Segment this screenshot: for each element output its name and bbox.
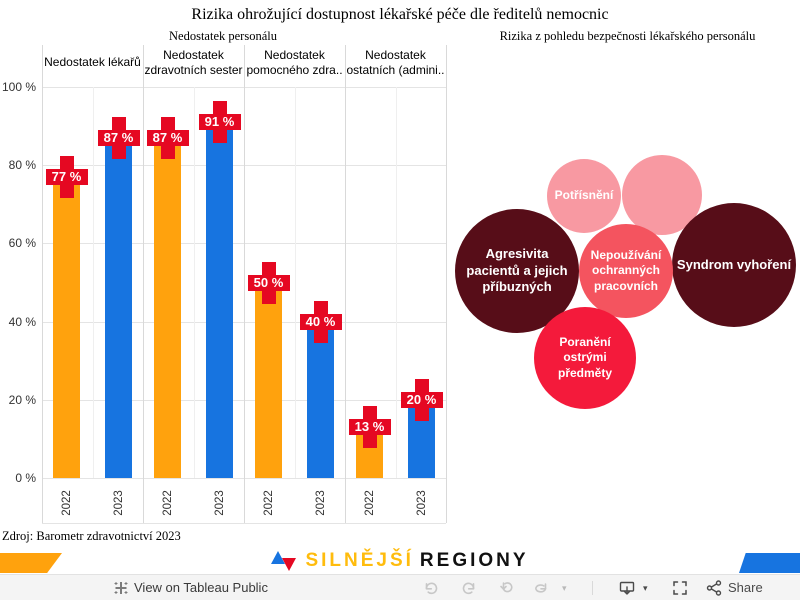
value-label-cross: 13 % xyxy=(348,406,391,449)
view-on-tableau-public-button[interactable]: View on Tableau Public xyxy=(134,580,268,595)
revert-icon[interactable] xyxy=(498,579,516,597)
column-divider xyxy=(446,45,447,523)
fullscreen-icon[interactable] xyxy=(671,579,689,597)
refresh-icon[interactable] xyxy=(532,579,550,597)
column-header[interactable]: Nedostatek ostatních (admini.. xyxy=(345,45,446,80)
value-label: 87 % xyxy=(146,129,189,146)
column-header-line: zdravotních sester xyxy=(144,62,243,77)
bubble-label-line: pacientů a jejich xyxy=(466,262,568,278)
tableau-toolbar: View on Tableau Public ▾ xyxy=(0,574,800,600)
value-label: 40 % xyxy=(299,313,342,330)
redo-icon[interactable] xyxy=(460,579,478,597)
column-header[interactable]: Nedostatek zdravotních sester xyxy=(143,45,244,80)
value-label-cross: 40 % xyxy=(299,300,342,343)
bubble-label-line: Poranění xyxy=(559,334,611,349)
bubble-mark[interactable]: Nepoužívání ochranných pracovních xyxy=(579,224,673,318)
bar-2023[interactable] xyxy=(105,137,132,478)
y-axis-tick-label: 100 % xyxy=(1,80,36,94)
bar-2022[interactable] xyxy=(154,137,181,478)
download-dropdown-caret-icon[interactable]: ▾ xyxy=(643,583,648,593)
column-divider xyxy=(143,45,144,523)
bar-chart-header: Nedostatek personálu xyxy=(169,29,277,43)
column-header[interactable]: Nedostatek lékařů xyxy=(42,45,143,80)
column-header-line: ostatních (admini.. xyxy=(346,62,445,77)
brand-strip-left xyxy=(0,553,62,573)
column-center-gridline xyxy=(92,87,94,478)
brand-triangles-icon xyxy=(271,549,297,573)
bar-2023[interactable] xyxy=(307,321,334,478)
column-center-gridline xyxy=(294,87,296,478)
bubble-label-line: pracovních xyxy=(593,278,659,293)
brand-word-2: REGIONY xyxy=(419,550,529,571)
source-caption: Zdroj: Barometr zdravotnictví 2023 xyxy=(2,529,181,543)
column-header-line: pomocného zdra.. xyxy=(246,62,343,77)
bubble-label-line: Agresivita xyxy=(485,245,549,261)
toolbar-separator xyxy=(592,581,593,595)
y-axis-tick-label: 40 % xyxy=(8,314,36,329)
download-icon[interactable] xyxy=(618,579,636,597)
triangle-up-icon xyxy=(271,551,286,564)
brand-word-1: SILNĚJŠÍ xyxy=(305,550,414,571)
y-axis-tick-label: 80 % xyxy=(8,158,36,173)
column-divider xyxy=(345,45,346,523)
value-label-cross: 91 % xyxy=(198,101,241,144)
column-header-line: Nedostatek lékařů xyxy=(44,55,141,69)
column-header[interactable]: Nedostatek pomocného zdra.. xyxy=(244,45,345,80)
share-button[interactable]: Share xyxy=(728,580,763,595)
column-center-gridline xyxy=(395,87,397,478)
bar-2022[interactable] xyxy=(53,176,80,478)
bubble-label-line: Potřísnění xyxy=(554,188,614,203)
bar-2022[interactable] xyxy=(255,282,282,478)
value-label: 77 % xyxy=(45,168,88,185)
y-axis-tick-label: 0 % xyxy=(15,471,36,485)
value-label-cross: 87 % xyxy=(97,116,140,159)
value-label-cross: 87 % xyxy=(146,116,189,159)
value-label-cross: 50 % xyxy=(247,261,290,304)
bubble-label-line: příbuzných xyxy=(482,279,552,295)
refresh-dropdown-caret-icon[interactable]: ▾ xyxy=(562,583,567,593)
column-header-line: Nedostatek xyxy=(163,47,224,62)
bubble-mark[interactable]: Syndrom vyhoření xyxy=(672,203,796,327)
value-label-cross: 77 % xyxy=(45,155,88,198)
page-title: Rizika ohrožující dostupnost lékařské pé… xyxy=(191,6,609,23)
axis-bottom-border xyxy=(42,523,446,524)
bubble-mark[interactable]: Potřísnění xyxy=(547,159,621,233)
bubble-label-line: ostrými xyxy=(563,350,607,365)
share-icon[interactable] xyxy=(705,579,723,597)
bubble-mark[interactable]: Agresivita pacientů a jejich příbuzných xyxy=(455,209,579,333)
column-header-line: Nedostatek xyxy=(365,47,426,62)
bubble-chart-header: Rizika z pohledu bezpečnosti lékařského … xyxy=(499,29,756,43)
column-divider xyxy=(244,45,245,523)
value-label: 13 % xyxy=(348,419,391,436)
brand-strip-right xyxy=(739,553,800,573)
undo-icon[interactable] xyxy=(422,579,440,597)
y-axis-tick-label: 60 % xyxy=(8,236,36,251)
value-label-cross: 20 % xyxy=(400,378,443,421)
bubble-label-line: předměty xyxy=(557,365,613,380)
bubble-label-line: Nepoužívání xyxy=(590,247,662,262)
value-label: 50 % xyxy=(247,274,290,291)
value-label: 20 % xyxy=(400,391,443,408)
bubble-label-line: ochranných xyxy=(591,263,660,278)
value-label: 91 % xyxy=(198,114,241,131)
column-center-gridline xyxy=(193,87,195,478)
column-divider xyxy=(42,45,43,523)
brand-logo: SILNĚJŠÍ REGIONY xyxy=(0,548,800,574)
bubble-mark[interactable]: Poranění ostrými předměty xyxy=(534,307,636,409)
column-header-line: Nedostatek xyxy=(264,47,325,62)
bar-2023[interactable] xyxy=(206,122,233,478)
tableau-logo-icon[interactable] xyxy=(112,579,130,597)
triangle-down-icon xyxy=(282,558,297,571)
value-label: 87 % xyxy=(97,129,140,146)
bubble-label-line: Syndrom vyhoření xyxy=(676,256,792,272)
y-axis-tick-label: 20 % xyxy=(8,392,36,407)
